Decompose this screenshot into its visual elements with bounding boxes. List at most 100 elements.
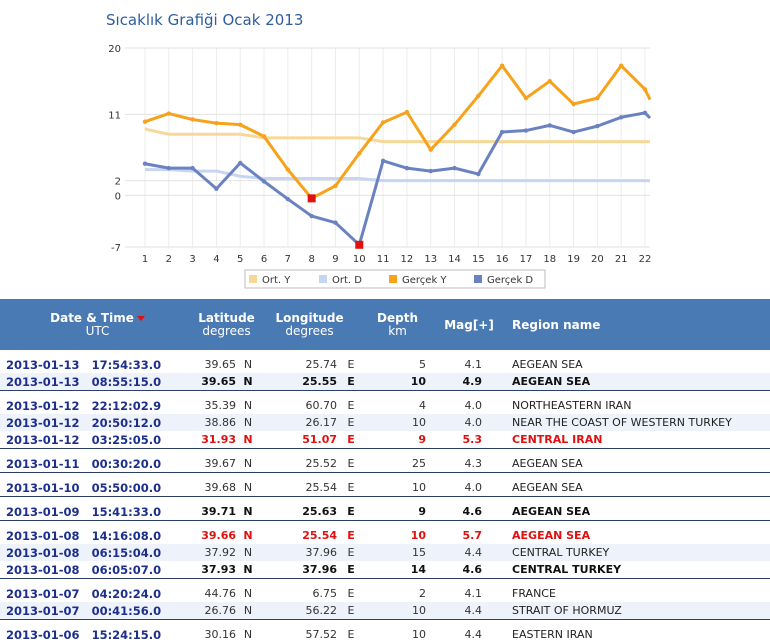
cell-region: NORTHEASTERN IRAN	[512, 399, 632, 412]
cell-lon-hemisphere: E	[347, 433, 355, 446]
cell-date-time[interactable]: 2013-01-13 08:55:15.0	[0, 373, 195, 391]
event-time-link[interactable]: 15:41:33.0	[91, 504, 162, 519]
event-date-link[interactable]: 2013-01-09	[6, 504, 80, 519]
date-time-spacer	[80, 628, 92, 642]
event-time-link[interactable]: 05:50:00.0	[91, 480, 162, 495]
event-time-link[interactable]: 17:54:33.0	[91, 357, 162, 372]
data-point	[499, 129, 505, 135]
header-date-time[interactable]: Date & Time UTC	[0, 299, 195, 350]
cell-lat-hemisphere: N	[243, 457, 253, 470]
event-time-link[interactable]: 06:15:04.0	[91, 545, 162, 560]
cell-latitude: 37.93	[201, 563, 236, 576]
data-point	[428, 168, 433, 174]
x-tick-label: 20	[591, 254, 604, 265]
date-time-spacer	[80, 587, 92, 601]
table-row[interactable]: 2013-01-08 06:15:04.0 37.92 N 37.96 E 15 4.4 CE…	[0, 544, 770, 561]
event-date-link[interactable]: 2013-01-11	[6, 456, 80, 471]
data-point	[547, 78, 552, 84]
event-date-link[interactable]: 2013-01-12	[6, 432, 80, 447]
table-row[interactable]: 2013-01-11 00:30:20.0 39.67 N 25.52 E 25 4.3 AE…	[0, 455, 770, 473]
table-row[interactable]: 2013-01-12 20:50:12.0 38.86 N 26.17 E 10 4.0 NE…	[0, 414, 770, 431]
cell-date-time[interactable]: 2013-01-10 05:50:00.0	[0, 479, 195, 497]
group-separator	[0, 472, 770, 479]
event-date-link[interactable]: 2013-01-07	[6, 586, 80, 601]
cell-date-time[interactable]: 2013-01-09 15:41:33.0	[0, 503, 195, 521]
cell-lat-hemisphere: N	[238, 373, 259, 391]
legend-swatch	[319, 275, 327, 283]
x-tick-label: 16	[496, 254, 509, 265]
table-row[interactable]: 2013-01-12 03:25:05.0 31.93 N 51.07 E 9 5.3 CEN…	[0, 431, 770, 449]
cell-date-time[interactable]: 2013-01-11 00:30:20.0	[0, 455, 195, 473]
cell-depth: 10	[361, 414, 435, 431]
event-time-link[interactable]: 08:55:15.0	[91, 374, 162, 389]
event-time-link[interactable]: 03:25:05.0	[91, 432, 162, 447]
x-tick-label: 9	[332, 254, 338, 265]
event-date-link[interactable]: 2013-01-08	[6, 562, 80, 577]
cell-latitude: 39.67	[204, 457, 237, 470]
event-time-link[interactable]: 04:20:24.0	[91, 586, 162, 601]
cell-lon-hemisphere: E	[341, 414, 362, 431]
series-line	[144, 64, 647, 200]
event-date-link[interactable]: 2013-01-10	[6, 480, 80, 495]
data-point	[476, 171, 481, 177]
table-row[interactable]: 2013-01-09 15:41:33.0 39.71 N 25.63 E 9 4.6 AEG…	[0, 503, 770, 521]
event-time-link[interactable]: 14:16:08.0	[91, 528, 162, 543]
event-time-link[interactable]: 00:30:20.0	[91, 456, 162, 471]
separator-cell	[0, 520, 770, 527]
data-point	[404, 109, 410, 115]
cell-date-time[interactable]: 2013-01-13 17:54:33.0	[0, 356, 195, 373]
cell-date-time[interactable]: 2013-01-08 14:16:08.0	[0, 527, 195, 544]
data-point	[166, 165, 172, 171]
event-time-link[interactable]: 06:05:07.0	[91, 562, 162, 577]
cell-date-time[interactable]: 2013-01-12 22:12:02.9	[0, 397, 195, 414]
event-date-link[interactable]: 2013-01-08	[6, 545, 80, 560]
cell-magnitude: 4.4	[434, 544, 505, 561]
event-date-link[interactable]: 2013-01-12	[6, 415, 80, 430]
cell-region: AEGEAN SEA	[512, 358, 583, 371]
event-date-link[interactable]: 2013-01-13	[6, 357, 80, 372]
cell-lat-hemisphere: N	[243, 433, 253, 446]
table-row[interactable]: 2013-01-07 00:41:56.0 26.76 N 56.22 E 10 4.4 ST…	[0, 602, 770, 620]
cell-date-time[interactable]: 2013-01-07 04:20:24.0	[0, 585, 195, 602]
x-tick-label: 12	[401, 254, 414, 265]
cell-latitude: 39.71	[201, 505, 236, 518]
x-tick-label: 21	[615, 254, 628, 265]
cell-lon-hemisphere: E	[341, 602, 362, 620]
cell-date-time[interactable]: 2013-01-06 15:24:15.0	[0, 626, 195, 643]
event-time-link[interactable]: 20:50:12.0	[91, 415, 162, 430]
cell-lat-hemisphere: N	[243, 505, 253, 518]
sort-desc-icon[interactable]	[136, 316, 145, 321]
event-time-link[interactable]: 22:12:02.9	[91, 398, 162, 413]
table-row[interactable]: 2013-01-07 04:20:24.0 44.76 N 6.75 E 2 4.1 FRAN…	[0, 585, 770, 602]
cell-region: AEGEAN SEA	[512, 481, 583, 494]
event-date-link[interactable]: 2013-01-08	[6, 528, 80, 543]
cell-lat-hemisphere: N	[238, 602, 259, 620]
cell-region: FRANCE	[512, 587, 556, 600]
table-row[interactable]: 2013-01-06 15:24:15.0 30.16 N 57.52 E 10 4.4 EA…	[0, 626, 770, 643]
table-row[interactable]: 2013-01-08 14:16:08.0 39.66 N 25.54 E 10 5.7 AE…	[0, 527, 770, 544]
cell-date-time[interactable]: 2013-01-08 06:05:07.0	[0, 561, 195, 579]
table-row[interactable]: 2013-01-10 05:50:00.0 39.68 N 25.54 E 10 4.0 AE…	[0, 479, 770, 497]
cell-lon-hemisphere: E	[347, 481, 355, 494]
table-row[interactable]: 2013-01-13 17:54:33.0 39.65 N 25.74 E 5 4.1 AEG…	[0, 356, 770, 373]
table-row[interactable]: 2013-01-12 22:12:02.9 35.39 N 60.70 E 4 4.0 NOR…	[0, 397, 770, 414]
mag-expand-link[interactable]: Mag[+]	[444, 317, 494, 332]
data-point	[261, 134, 267, 139]
cell-depth: 10	[361, 373, 435, 391]
cell-region: CENTRAL TURKEY	[504, 544, 770, 561]
event-date-link[interactable]: 2013-01-13	[6, 374, 80, 389]
event-date-link[interactable]: 2013-01-07	[6, 603, 80, 618]
event-time-link[interactable]: 15:24:15.0	[91, 627, 162, 642]
x-tick-label: 5	[237, 254, 243, 265]
cell-longitude: 51.07	[302, 433, 338, 446]
event-time-link[interactable]: 00:41:56.0	[91, 603, 162, 618]
cell-date-time[interactable]: 2013-01-12 20:50:12.0	[0, 414, 195, 431]
cell-date-time[interactable]: 2013-01-12 03:25:05.0	[0, 431, 195, 449]
table-row[interactable]: 2013-01-08 06:05:07.0 37.93 N 37.96 E 14 4.6 CE…	[0, 561, 770, 579]
header-magnitude[interactable]: Mag[+]	[434, 299, 505, 350]
cell-date-time[interactable]: 2013-01-07 00:41:56.0	[0, 602, 195, 620]
cell-date-time[interactable]: 2013-01-08 06:15:04.0	[0, 544, 195, 561]
event-date-link[interactable]: 2013-01-06	[6, 627, 80, 642]
table-row[interactable]: 2013-01-13 08:55:15.0 39.65 N 25.55 E 10 4.9 AE…	[0, 373, 770, 391]
event-date-link[interactable]: 2013-01-12	[6, 398, 80, 413]
